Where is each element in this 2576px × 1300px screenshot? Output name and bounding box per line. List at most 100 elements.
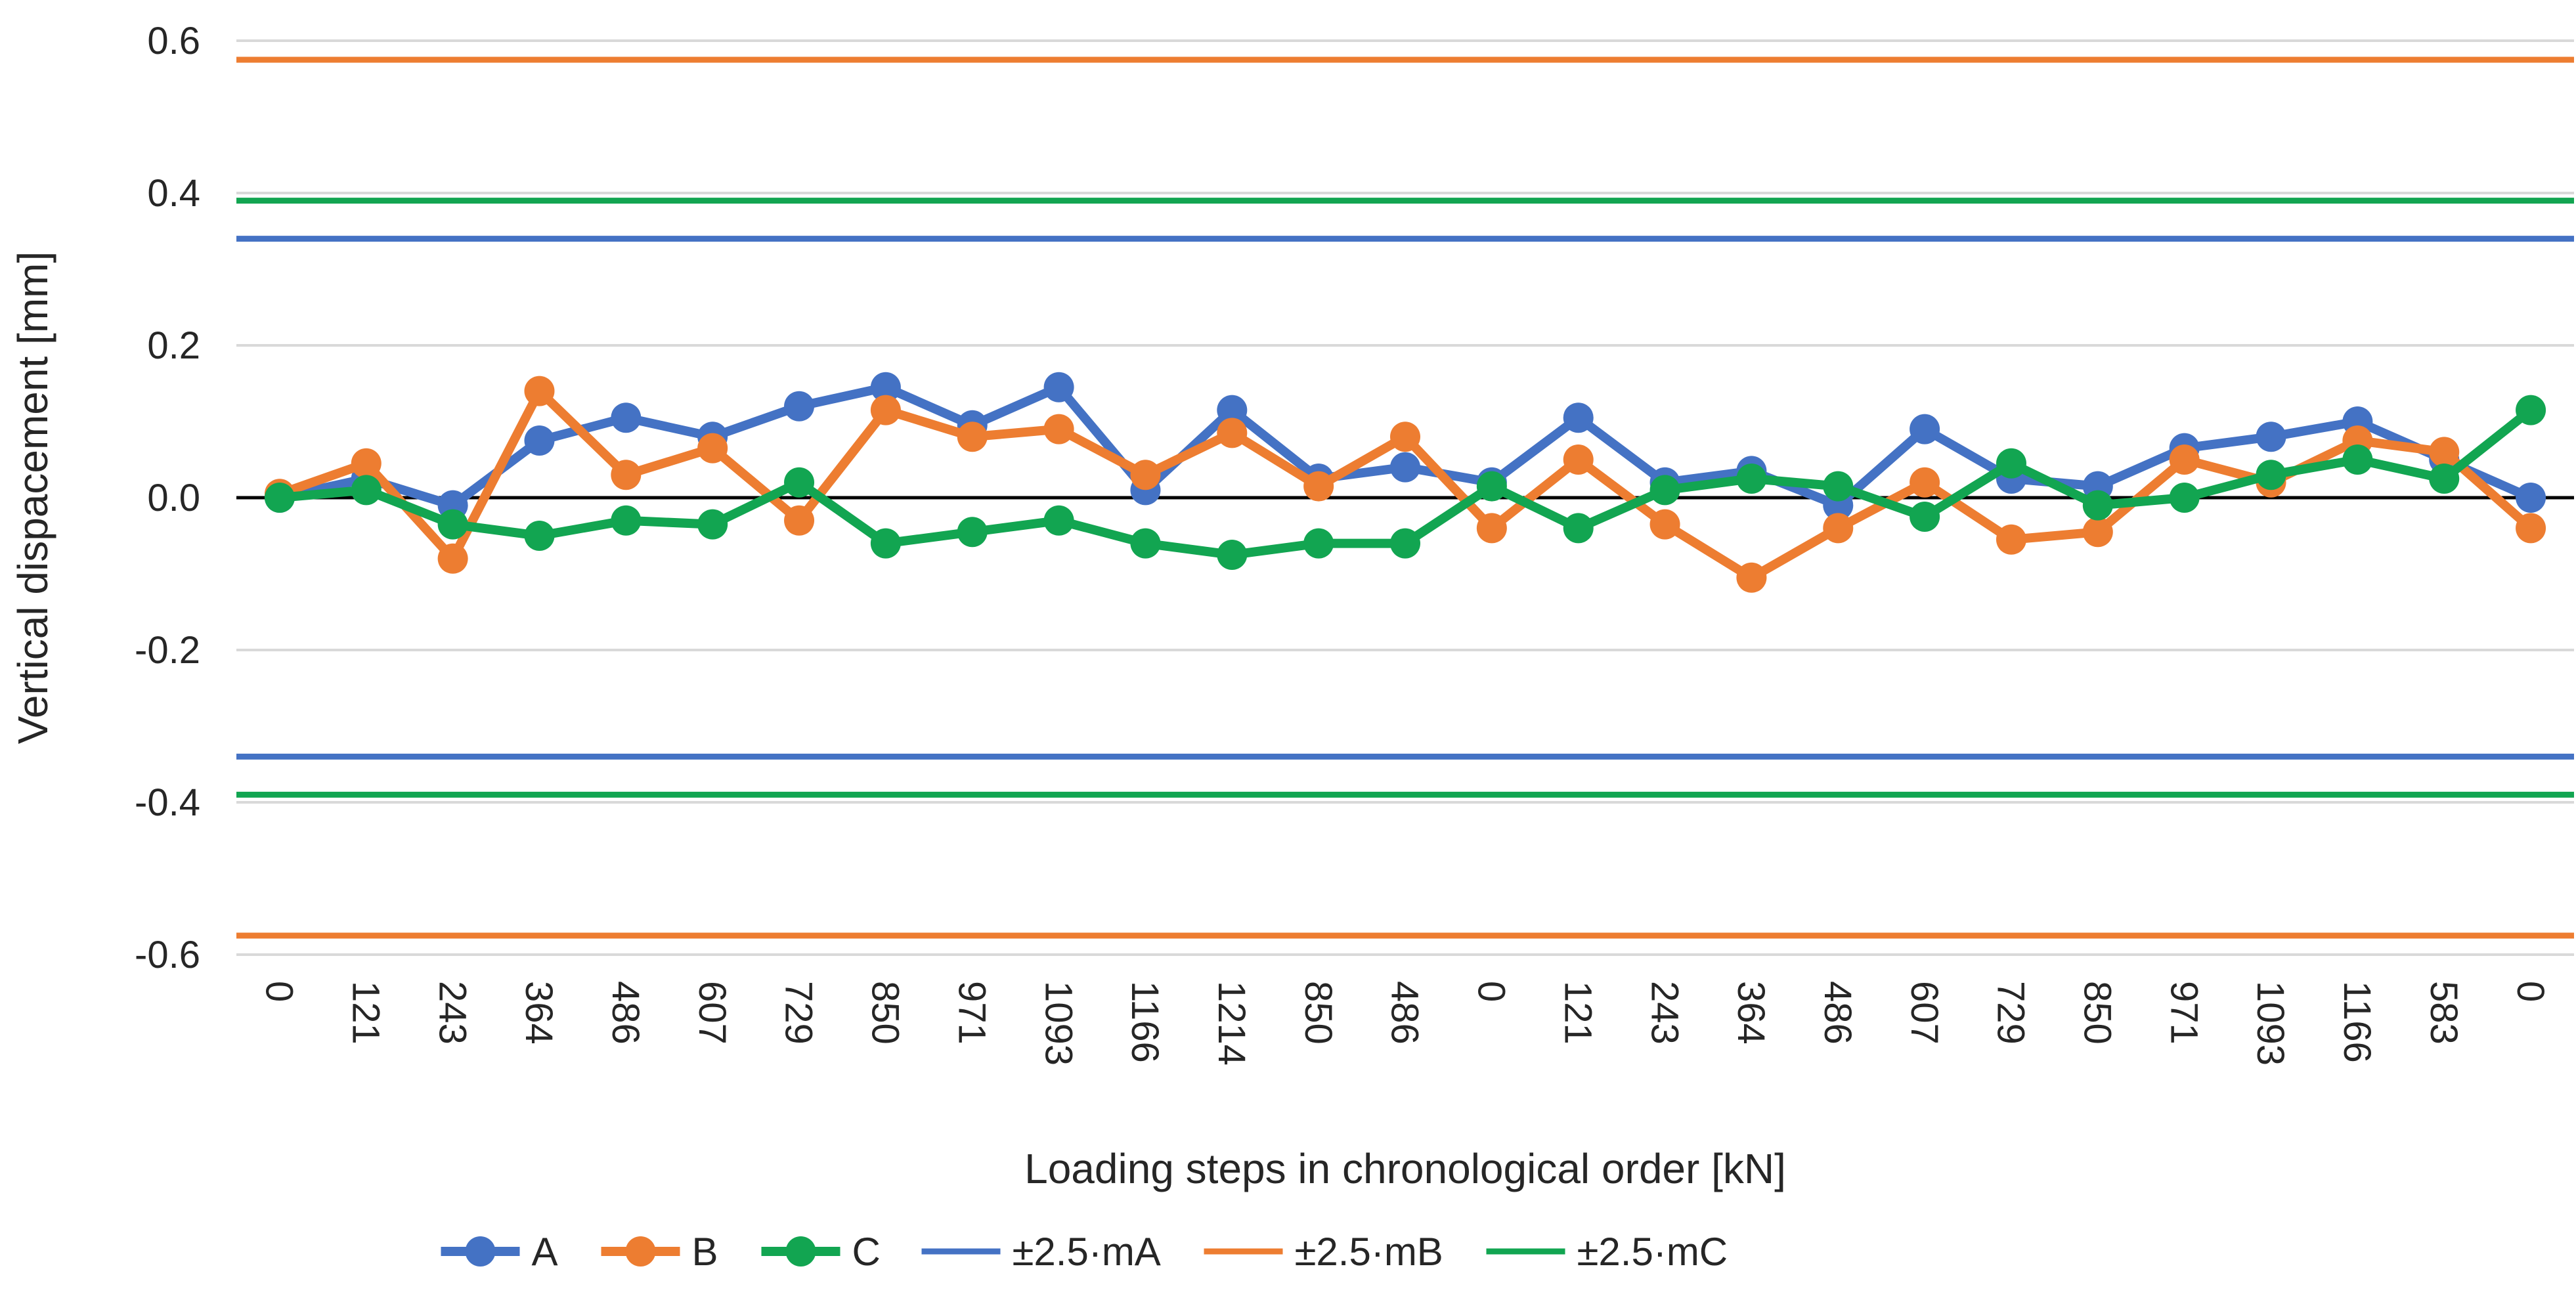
- series-C-point: [1996, 448, 2026, 479]
- y-tick-label: 0.4: [147, 172, 200, 215]
- series-B-point: [1563, 444, 1594, 475]
- series-A-point: [524, 425, 555, 456]
- series-C-point: [1649, 475, 1680, 506]
- series-B-point: [351, 448, 382, 479]
- series-A-point: [784, 391, 815, 422]
- series-A-point: [1910, 414, 1940, 444]
- series-C-point: [1130, 528, 1161, 559]
- legend-label: ±2.5·mC: [1577, 1230, 1728, 1274]
- tick-labels-layer: 0.6 0.4 0.2 0.0 -0.2 -0.4 -0.6 0 121 243 364 486 607…: [135, 20, 2552, 1066]
- series-A-point: [611, 402, 642, 433]
- legend: A B C ±2.5·mA ±2.5·mB ±2.5·mC: [441, 1230, 1728, 1274]
- legend-swatch-marker: [625, 1236, 656, 1267]
- x-tick-label: 364: [1730, 981, 1772, 1045]
- series-B-point: [1910, 467, 1940, 498]
- reference-lines-layer: [236, 56, 2574, 939]
- series-A-point: [1390, 452, 1420, 483]
- series-C-point: [524, 521, 555, 551]
- series-B-point: [2429, 437, 2460, 467]
- series-C-point: [1390, 528, 1420, 559]
- series-B-point: [1130, 460, 1161, 490]
- x-tick-label: 583: [2422, 981, 2465, 1045]
- x-tick-label: 850: [2076, 981, 2119, 1045]
- y-axis-title: Vertical dispacement [mm]: [9, 251, 56, 745]
- series-C-point: [351, 475, 382, 506]
- x-tick-label: 971: [950, 981, 993, 1045]
- series-B-point: [1043, 414, 1074, 444]
- legend-item-±2.5·mA: ±2.5·mA: [921, 1230, 1161, 1274]
- legend-label: ±2.5·mA: [1013, 1230, 1161, 1274]
- x-tick-label: 607: [1903, 981, 1946, 1045]
- series-C-point: [1303, 528, 1334, 559]
- series-B-point: [611, 460, 642, 490]
- series-C-point: [1217, 540, 1248, 570]
- series-B-point: [1303, 471, 1334, 502]
- series-C-point: [2429, 464, 2460, 494]
- series-B-point: [697, 433, 728, 464]
- legend-label: C: [852, 1230, 881, 1274]
- series-C-point: [1736, 464, 1767, 494]
- legend-item-C: C: [761, 1230, 881, 1274]
- x-tick-label: 1166: [1124, 981, 1166, 1063]
- x-tick-label: 971: [2162, 981, 2205, 1045]
- x-tick-label: 729: [777, 981, 820, 1045]
- series-C-point: [870, 528, 901, 559]
- series-C-point: [784, 467, 815, 498]
- x-tick-label: 729: [1990, 981, 2032, 1045]
- x-tick-label: 0: [1470, 981, 1513, 1002]
- legend-label: ±2.5·mB: [1295, 1230, 1443, 1274]
- legend-label: B: [692, 1230, 718, 1274]
- y-tick-label: 0.2: [147, 324, 200, 367]
- series-C-point: [264, 483, 295, 513]
- series-A-point: [1563, 402, 1594, 433]
- x-tick-label: 243: [431, 981, 473, 1045]
- series-C-point: [2169, 483, 2200, 513]
- y-tick-label: -0.6: [135, 934, 200, 976]
- x-tick-label: 121: [1556, 981, 1599, 1045]
- legend-item-A: A: [441, 1230, 558, 1274]
- series-A-point: [1043, 372, 1074, 402]
- series-B-point: [1996, 524, 2026, 555]
- x-tick-label: 243: [1643, 981, 1686, 1045]
- series-B-point: [1649, 509, 1680, 540]
- series-C-point: [697, 509, 728, 540]
- x-tick-label: 121: [344, 981, 387, 1045]
- legend-item-B: B: [601, 1230, 718, 1274]
- x-tick-label: 607: [691, 981, 733, 1045]
- x-tick-label: 486: [1816, 981, 1859, 1045]
- x-tick-label: 850: [1297, 981, 1340, 1045]
- series-B-point: [1823, 513, 1854, 544]
- series-C-point: [1563, 513, 1594, 544]
- y-tick-label: -0.4: [135, 781, 200, 824]
- legend-swatch-marker: [785, 1236, 816, 1267]
- x-axis-title: Loading steps in chronological order [kN…: [1024, 1145, 1786, 1192]
- x-tick-label: 364: [517, 981, 560, 1045]
- x-tick-label: 850: [864, 981, 907, 1045]
- x-tick-label: 486: [604, 981, 647, 1045]
- series-B-point: [957, 422, 988, 452]
- series-C-point: [2082, 490, 2113, 521]
- grid-layer: [236, 39, 2574, 956]
- x-tick-label: 1093: [1037, 981, 1080, 1066]
- legend-label: A: [532, 1230, 558, 1274]
- series-A-point: [2516, 483, 2546, 513]
- y-tick-label: 0.0: [147, 477, 200, 519]
- series-layer: [264, 372, 2546, 593]
- y-tick-label: 0.6: [147, 20, 200, 62]
- series-B-point: [437, 543, 468, 574]
- series-A-point: [2256, 422, 2286, 452]
- series-B-point: [2169, 444, 2200, 475]
- series-C-point: [611, 505, 642, 536]
- series-A-point: [870, 372, 901, 402]
- series-B-point: [1217, 418, 1248, 448]
- series-C-point: [1910, 502, 1940, 532]
- series-A-point: [1217, 395, 1248, 425]
- x-tick-label: 1093: [2249, 981, 2292, 1066]
- x-tick-label: 1166: [2336, 981, 2378, 1063]
- legend-item-±2.5·mC: ±2.5·mC: [1486, 1230, 1728, 1274]
- series-B-point: [784, 505, 815, 536]
- x-tick-label: 1214: [1210, 981, 1253, 1066]
- series-B-point: [2516, 513, 2546, 544]
- x-tick-label: 0: [258, 981, 301, 1002]
